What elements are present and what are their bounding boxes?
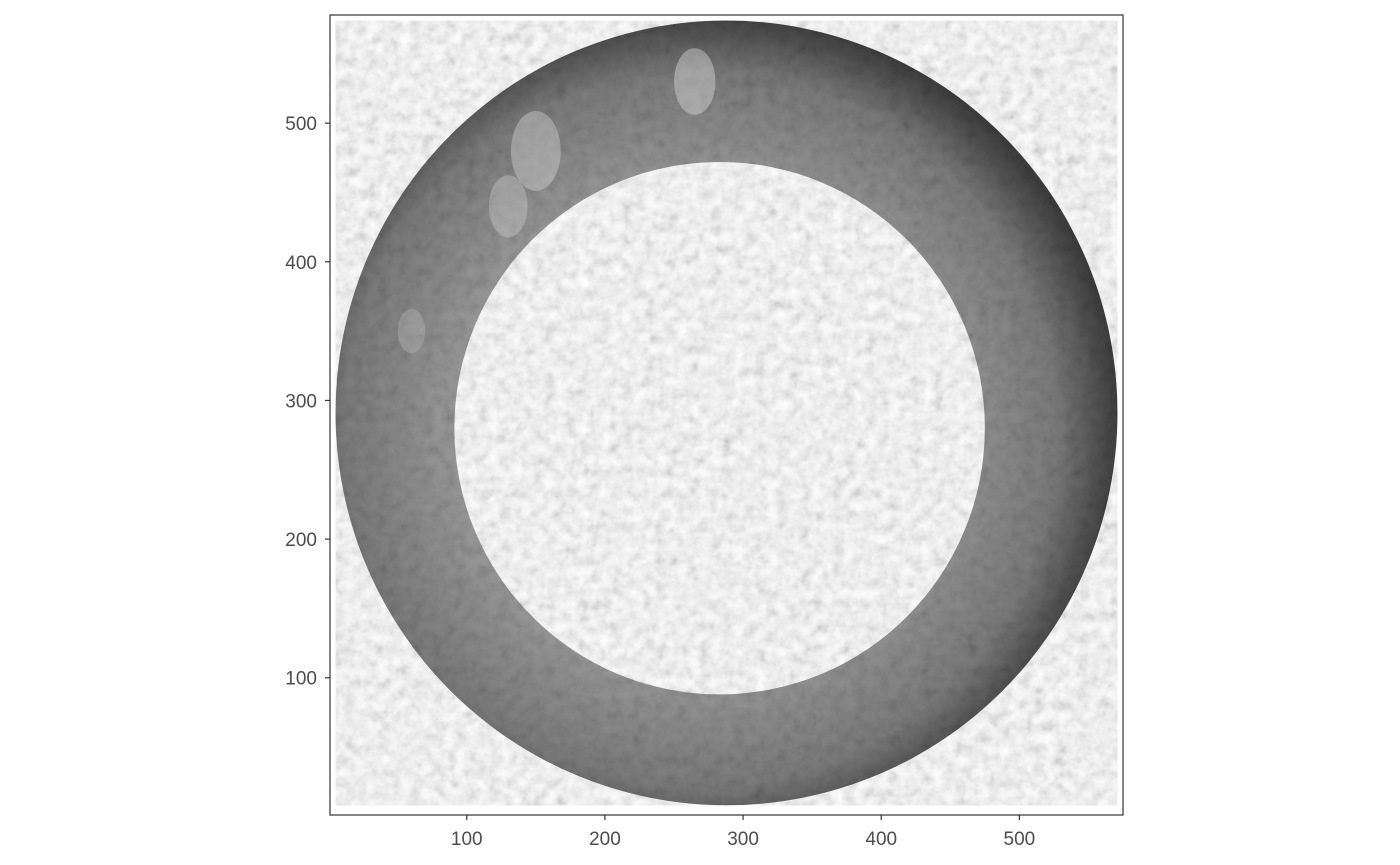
panel-border	[329, 14, 1124, 816]
highlight-patch	[674, 48, 716, 115]
highlight-patch	[510, 110, 561, 191]
y-tick-label: 500	[285, 114, 317, 135]
x-tick-label: 100	[451, 829, 483, 850]
x-tick-label: 200	[589, 829, 621, 850]
x-tick-label: 500	[1004, 829, 1036, 850]
y-tick-label: 300	[285, 391, 317, 412]
highlight-patch	[488, 175, 528, 238]
x-tick-label: 300	[727, 829, 759, 850]
ring-highlight-patches	[397, 48, 716, 354]
y-axis: 100 200 300 400 500	[285, 114, 330, 690]
y-tick-label: 100	[285, 669, 317, 690]
ring-image	[335, 20, 1118, 806]
y-tick-label: 400	[285, 253, 317, 274]
highlight-patch	[397, 308, 426, 354]
y-tick-label: 200	[285, 530, 317, 551]
x-tick-label: 400	[865, 829, 897, 850]
x-axis: 100 200 300 400 500	[451, 815, 1035, 850]
